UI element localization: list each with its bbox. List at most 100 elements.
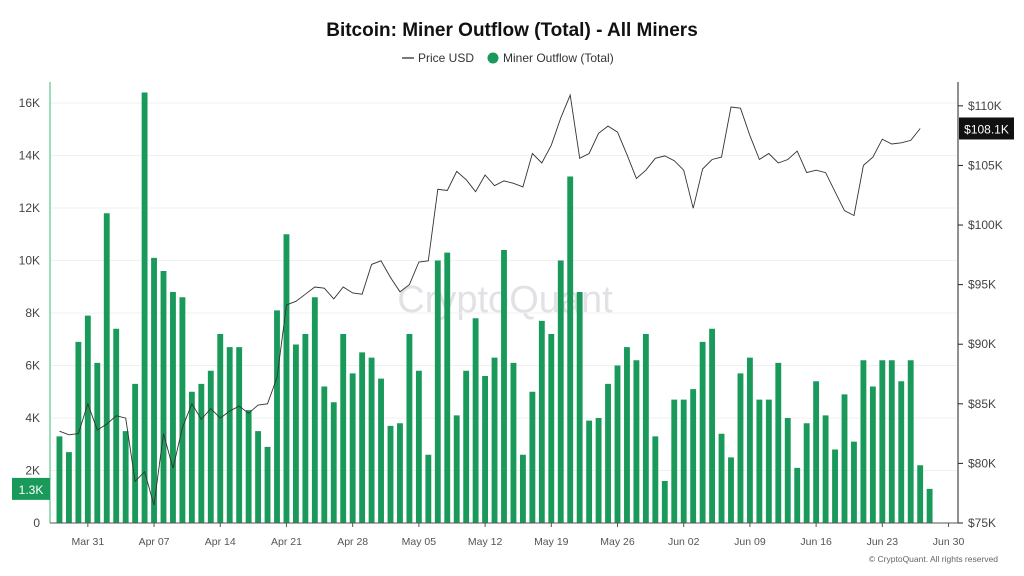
outflow-bar[interactable] — [444, 252, 451, 523]
outflow-bar[interactable] — [737, 373, 744, 523]
outflow-bar[interactable] — [188, 391, 195, 523]
outflow-bar[interactable] — [794, 467, 801, 523]
outflow-bar[interactable] — [586, 420, 593, 523]
outflow-bar[interactable] — [406, 334, 413, 523]
outflow-bar[interactable] — [548, 334, 555, 523]
outflow-bar[interactable] — [113, 328, 120, 523]
outflow-bar[interactable] — [709, 328, 716, 523]
outflow-bar[interactable] — [236, 347, 243, 523]
outflow-bar[interactable] — [699, 341, 706, 523]
legend-price-label[interactable]: Price USD — [418, 51, 474, 65]
outflow-bar[interactable] — [614, 365, 621, 524]
outflow-bar[interactable] — [510, 362, 517, 523]
outflow-bar[interactable] — [851, 441, 857, 523]
outflow-bar[interactable] — [349, 373, 356, 523]
outflow-bar[interactable] — [728, 457, 734, 523]
outflow-bar[interactable] — [151, 257, 157, 523]
outflow-bar[interactable] — [226, 347, 233, 523]
outflow-bar[interactable] — [784, 418, 791, 523]
left-axis-tick-label: 2K — [25, 464, 40, 478]
outflow-bar[interactable] — [302, 334, 309, 523]
outflow-bar[interactable] — [652, 436, 659, 523]
outflow-bar[interactable] — [264, 446, 271, 523]
outflow-bar[interactable] — [274, 310, 280, 523]
outflow-bar[interactable] — [179, 297, 186, 523]
outflow-bar[interactable] — [841, 394, 848, 523]
outflow-bar[interactable] — [65, 452, 72, 523]
outflow-bar[interactable] — [605, 383, 611, 523]
outflow-bar[interactable] — [576, 292, 583, 523]
outflow-bar[interactable] — [519, 454, 526, 523]
outflow-bar[interactable] — [368, 357, 375, 523]
outflow-bar[interactable] — [822, 415, 829, 523]
outflow-bar[interactable] — [529, 391, 536, 523]
right-axis-tick-label: $95K — [968, 278, 996, 292]
outflow-bar[interactable] — [217, 334, 224, 523]
outflow-bar[interactable] — [340, 334, 347, 523]
outflow-bar[interactable] — [746, 357, 753, 523]
outflow-bar[interactable] — [538, 320, 545, 523]
outflow-bar[interactable] — [207, 370, 214, 523]
outflow-bar[interactable] — [132, 383, 139, 523]
outflow-bar[interactable] — [567, 176, 574, 524]
outflow-bar[interactable] — [397, 423, 403, 523]
outflow-bar[interactable] — [245, 410, 252, 523]
outflow-bar[interactable] — [879, 360, 886, 523]
outflow-bar[interactable] — [330, 402, 337, 523]
outflow-bar[interactable] — [642, 334, 649, 523]
outflow-bar[interactable] — [888, 360, 895, 523]
outflow-bar[interactable] — [671, 399, 678, 523]
outflow-bar[interactable] — [122, 431, 129, 523]
outflow-bar[interactable] — [501, 250, 507, 523]
outflow-bar[interactable] — [869, 386, 876, 524]
outflow-bar[interactable] — [718, 433, 725, 523]
outflow-bar[interactable] — [765, 399, 772, 523]
outflow-bar[interactable] — [463, 370, 470, 523]
right-axis-tick-label: $100K — [968, 218, 1003, 232]
outflow-bar[interactable] — [103, 213, 110, 523]
outflow-bar[interactable] — [160, 271, 167, 523]
outflow-bar[interactable] — [680, 399, 687, 523]
outflow-bar[interactable] — [415, 370, 422, 523]
outflow-bar[interactable] — [387, 425, 394, 523]
outflow-bar[interactable] — [803, 423, 810, 523]
outflow-bar[interactable] — [491, 357, 498, 523]
legend-outflow-label[interactable]: Miner Outflow (Total) — [503, 51, 614, 65]
outflow-bar[interactable] — [482, 376, 489, 523]
outflow-bar[interactable] — [453, 415, 460, 523]
outflow-bar[interactable] — [255, 431, 262, 523]
outflow-bar[interactable] — [56, 436, 63, 523]
outflow-bar[interactable] — [661, 481, 668, 523]
outflow-bar[interactable] — [926, 488, 933, 523]
outflow-bar[interactable] — [321, 386, 328, 524]
outflow-bar[interactable] — [557, 260, 564, 524]
outflow-bar[interactable] — [94, 362, 101, 523]
outflow-bar[interactable] — [813, 381, 820, 523]
outflow-bar[interactable] — [283, 234, 290, 523]
outflow-bar[interactable] — [292, 344, 299, 524]
outflow-bar[interactable] — [907, 360, 914, 523]
outflow-bar[interactable] — [756, 399, 763, 523]
price-line[interactable] — [59, 93, 921, 506]
outflow-bar[interactable] — [898, 381, 905, 523]
outflow-bar[interactable] — [359, 352, 366, 523]
outflow-bar[interactable] — [84, 315, 91, 523]
outflow-bar[interactable] — [141, 92, 148, 524]
outflow-bar[interactable] — [832, 449, 838, 524]
outflow-bar[interactable] — [775, 362, 782, 523]
outflow-bar[interactable] — [311, 297, 318, 523]
outflow-bar[interactable] — [624, 347, 630, 523]
outflow-bar[interactable] — [690, 389, 697, 523]
outflow-bar[interactable] — [595, 418, 602, 523]
outflow-bar[interactable] — [170, 292, 176, 523]
outflow-bar[interactable] — [917, 465, 924, 523]
current-outflow-badge — [12, 477, 50, 500]
outflow-bar[interactable] — [860, 360, 867, 523]
outflow-bar[interactable] — [434, 260, 441, 524]
x-axis-tick-label: May 12 — [468, 536, 503, 548]
outflow-bar[interactable] — [425, 454, 432, 523]
outflow-bar[interactable] — [633, 360, 640, 523]
outflow-bar[interactable] — [472, 318, 479, 523]
outflow-bar[interactable] — [198, 383, 205, 523]
outflow-bar[interactable] — [378, 378, 384, 523]
